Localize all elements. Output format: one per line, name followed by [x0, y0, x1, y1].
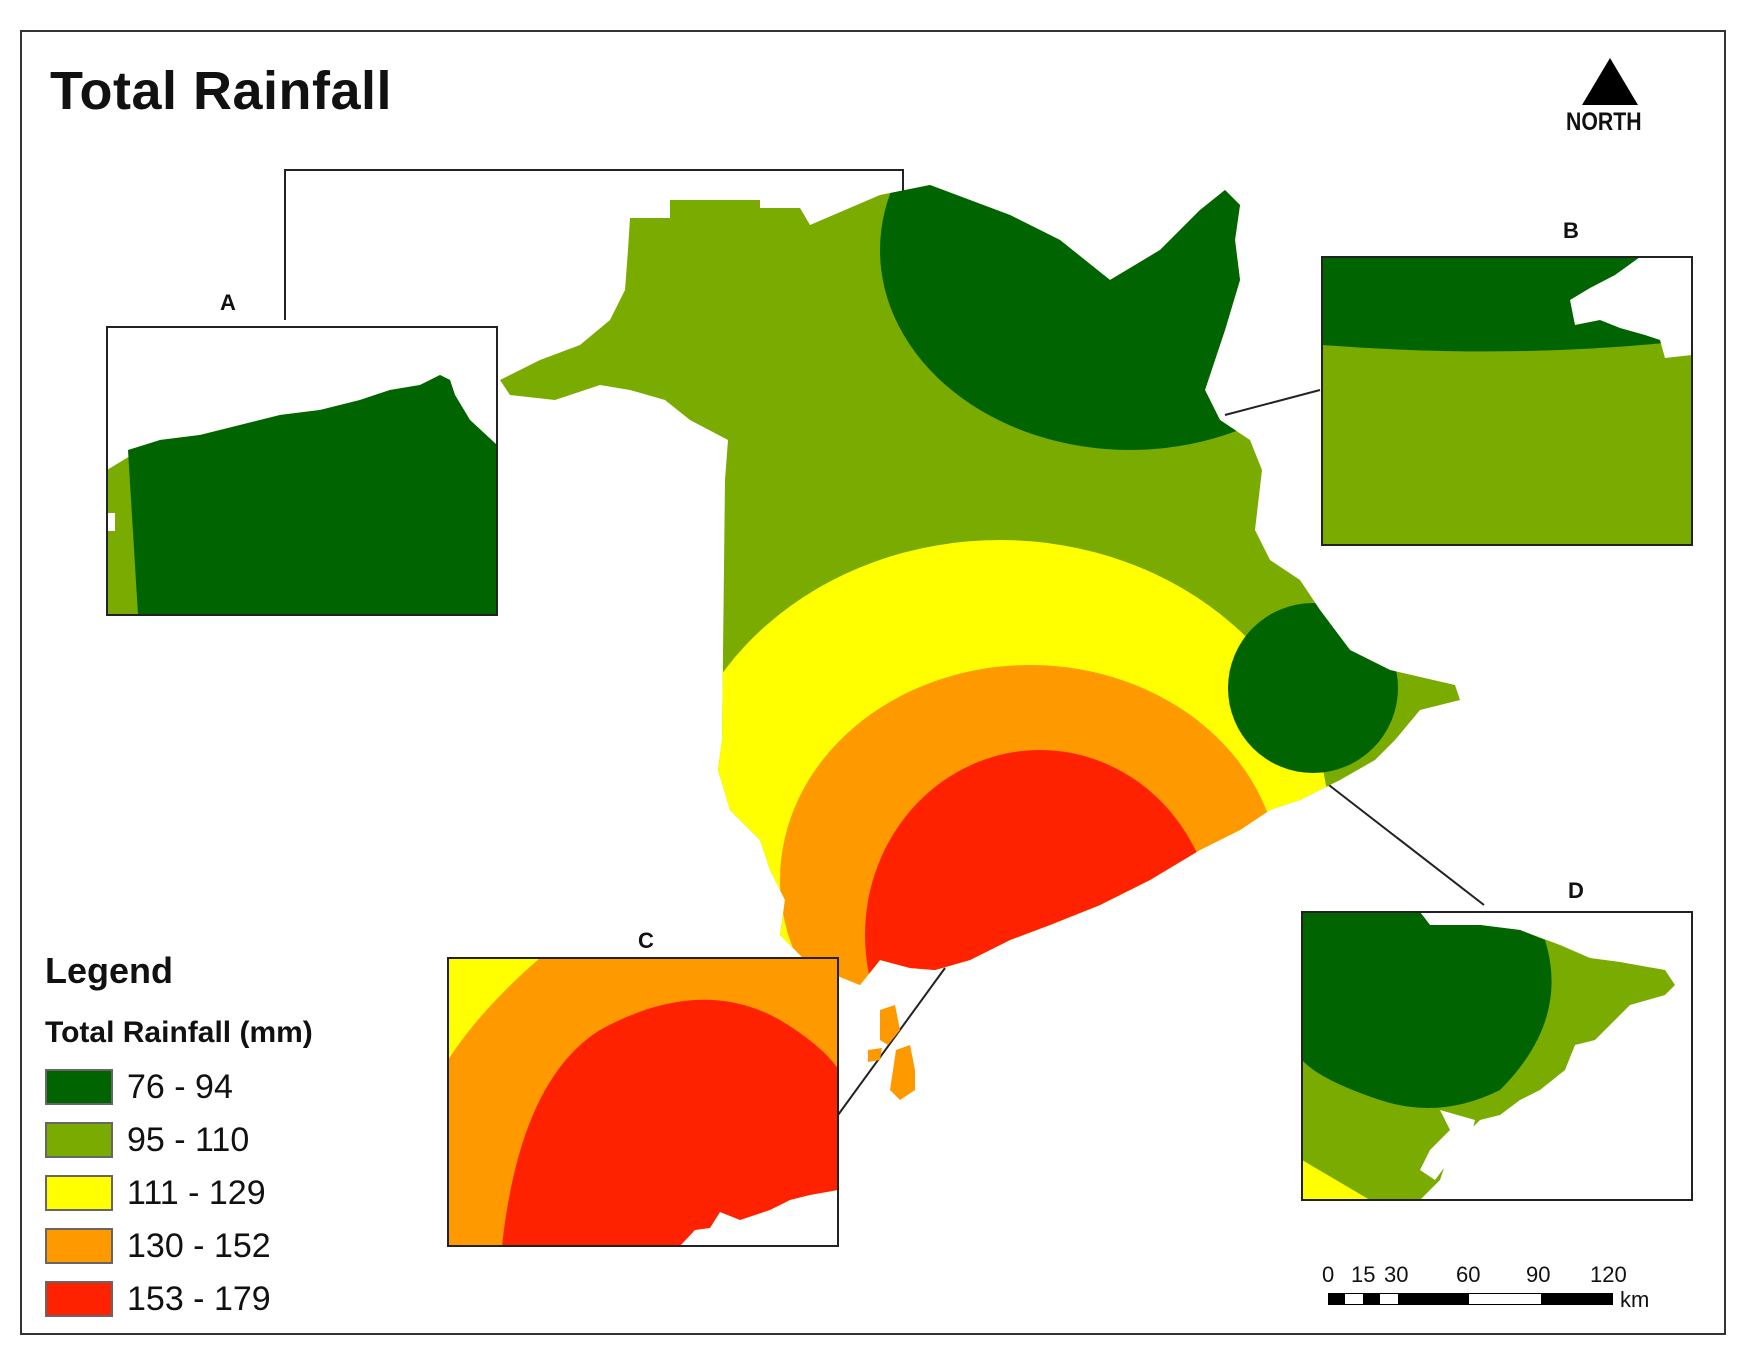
scale-unit: km [1620, 1287, 1650, 1312]
map-frame [20, 30, 1726, 1335]
zone-76-94-north [880, 185, 1380, 450]
legend-item: 95 - 110 [45, 1120, 249, 1160]
legend-label: 76 - 94 [127, 1067, 233, 1106]
inset-a-label: A [220, 290, 236, 315]
legend-item: 111 - 129 [45, 1173, 266, 1213]
legend-label: 130 - 152 [127, 1226, 271, 1265]
legend-swatch [45, 1122, 113, 1158]
zone-76-94-east [1228, 603, 1398, 773]
scale-tick-label: 90 [1526, 1262, 1551, 1287]
scale-tick-label: 0 [1322, 1262, 1335, 1287]
scale-tick-label: 120 [1590, 1262, 1627, 1287]
islands [868, 1005, 915, 1100]
north-label: NORTH [1566, 108, 1642, 136]
legend-label: 153 - 179 [127, 1279, 271, 1318]
scale-bar-ticks: 0 15 30 60 90 120 [1318, 1262, 1648, 1292]
legend-title: Legend [45, 950, 174, 991]
inset-b-label: B [1563, 218, 1579, 243]
scale-tick-label: 15 [1351, 1262, 1376, 1287]
legend-swatch [45, 1281, 113, 1317]
legend-swatch [45, 1228, 113, 1264]
legend-item: 130 - 152 [45, 1226, 271, 1266]
legend-swatch [45, 1175, 113, 1211]
scale-tick-label: 60 [1456, 1262, 1481, 1287]
legend-subtitle: Total Rainfall (mm) [45, 1016, 313, 1049]
map-title: Total Rainfall [50, 61, 393, 121]
inset-leader-lines [284, 169, 1485, 1116]
inset-c [447, 957, 839, 1247]
inset-a [106, 326, 498, 616]
scale-bar [1328, 1293, 1613, 1305]
legend-label: 111 - 129 [127, 1173, 266, 1212]
inset-d-label: D [1568, 878, 1584, 903]
inset-d [1301, 911, 1693, 1201]
inset-c-label: C [638, 928, 654, 953]
zone-153-179 [865, 750, 1215, 985]
legend-label: 95 - 110 [127, 1120, 250, 1159]
legend-item: 153 - 179 [45, 1279, 271, 1319]
inset-b [1321, 256, 1693, 546]
legend-item: 76 - 94 [45, 1067, 233, 1107]
north-arrow-icon [1582, 58, 1638, 105]
scale-tick-label: 30 [1384, 1262, 1409, 1287]
legend-swatch [45, 1069, 113, 1105]
